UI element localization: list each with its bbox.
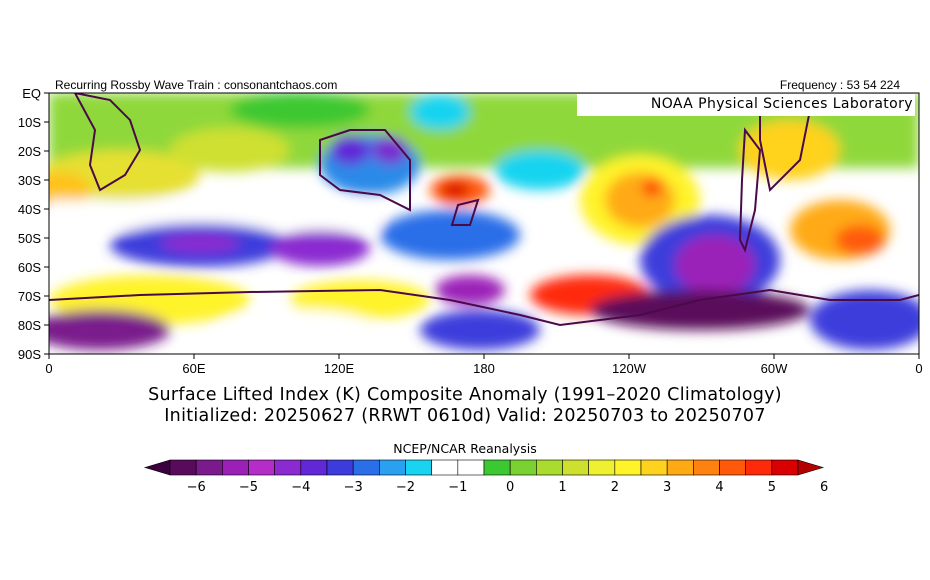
colorbar-swatch bbox=[693, 459, 720, 476]
lat-label: 50S bbox=[18, 231, 41, 246]
colorbar-swatch bbox=[666, 459, 694, 476]
colorbar-swatch bbox=[431, 459, 459, 476]
lon-label: 120W bbox=[612, 361, 647, 376]
lat-label: 30S bbox=[18, 173, 41, 188]
lon-label: 0 bbox=[45, 361, 52, 376]
header-right-text: Frequency : 53 54 224 bbox=[779, 78, 900, 92]
colorbar-tick-label: −5 bbox=[239, 480, 258, 495]
colorbar-tick-label: 5 bbox=[768, 480, 776, 495]
lat-label: 90S bbox=[18, 347, 41, 362]
lat-label: 60S bbox=[18, 260, 41, 275]
anomaly-field bbox=[49, 93, 919, 354]
lon-label: 60W bbox=[761, 361, 788, 376]
lat-label: 20S bbox=[18, 144, 41, 159]
map-title-line1: Surface Lifted Index (K) Composite Anoma… bbox=[148, 385, 782, 405]
colorbar-swatch bbox=[745, 459, 773, 476]
colorbar-swatch bbox=[588, 459, 616, 476]
colorbar-swatch bbox=[274, 459, 302, 476]
colorbar-swatch bbox=[771, 459, 799, 476]
lat-label: EQ bbox=[22, 86, 41, 101]
colorbar-tick-label: −4 bbox=[291, 480, 310, 495]
colorbar-swatch bbox=[300, 459, 328, 476]
colorbar-max-arrow bbox=[797, 459, 825, 476]
colorbar-tick-label: −6 bbox=[187, 480, 206, 495]
lat-label: 10S bbox=[18, 115, 41, 130]
colorbar-swatch bbox=[614, 459, 642, 476]
colorbar-tick-label: 1 bbox=[558, 480, 566, 495]
lon-label: 120E bbox=[324, 361, 355, 376]
lab-label: NOAA Physical Sciences Laboratory bbox=[650, 96, 913, 112]
colorbar-tick-label: 4 bbox=[715, 480, 723, 495]
lab-label-background bbox=[577, 94, 915, 116]
colorbar-tick-label: 0 bbox=[506, 480, 514, 495]
colorbar-swatch bbox=[405, 459, 432, 476]
colorbar-swatch bbox=[536, 459, 563, 476]
colorbar-tick-label: 2 bbox=[611, 480, 619, 495]
lat-label: 70S bbox=[18, 289, 41, 304]
colorbar-tick-label: 6 bbox=[820, 480, 828, 495]
colorbar-min-arrow bbox=[143, 459, 171, 476]
colorbar-swatch bbox=[169, 459, 197, 476]
colorbar-swatch bbox=[483, 459, 511, 476]
colorbar-swatch bbox=[509, 459, 537, 476]
latitude-axis: EQ 10S 20S 30S 40S 50S 60S 70S 80S 90S bbox=[18, 86, 49, 362]
colorbar-tick-label: −2 bbox=[396, 480, 415, 495]
colorbar: −6 −5 −4 −3 −2 −1 0 1 2 3 4 5 6 bbox=[143, 459, 828, 495]
colorbar-tick-label: 3 bbox=[663, 480, 671, 495]
colorbar-swatch bbox=[352, 459, 380, 476]
colorbar-swatch bbox=[562, 459, 589, 476]
colorbar-swatch bbox=[222, 459, 249, 476]
lon-label: 0 bbox=[915, 361, 922, 376]
colorbar-swatch bbox=[195, 459, 223, 476]
colorbar-swatch bbox=[457, 459, 485, 476]
colorbar-swatch bbox=[640, 459, 668, 476]
colorbar-swatch bbox=[379, 459, 406, 476]
colorbar-title: NCEP/NCAR Reanalysis bbox=[393, 441, 537, 456]
lon-label: 180 bbox=[473, 361, 495, 376]
map-title-line2: Initialized: 20250627 (RRWT 0610d) Valid… bbox=[164, 406, 766, 426]
lat-label: 80S bbox=[18, 318, 41, 333]
coastlines bbox=[49, 93, 919, 327]
lon-label: 60E bbox=[182, 361, 205, 376]
colorbar-swatch bbox=[326, 459, 354, 476]
colorbar-swatch bbox=[719, 459, 746, 476]
colorbar-swatch bbox=[248, 459, 275, 476]
colorbar-tick-label: −3 bbox=[344, 480, 363, 495]
colorbar-tick-label: −1 bbox=[448, 480, 467, 495]
lat-label: 40S bbox=[18, 202, 41, 217]
longitude-axis: 0 60E 120E 180 120W 60W 0 bbox=[45, 354, 923, 376]
header-left-text: Recurring Rossby Wave Train : consonantc… bbox=[55, 78, 338, 92]
